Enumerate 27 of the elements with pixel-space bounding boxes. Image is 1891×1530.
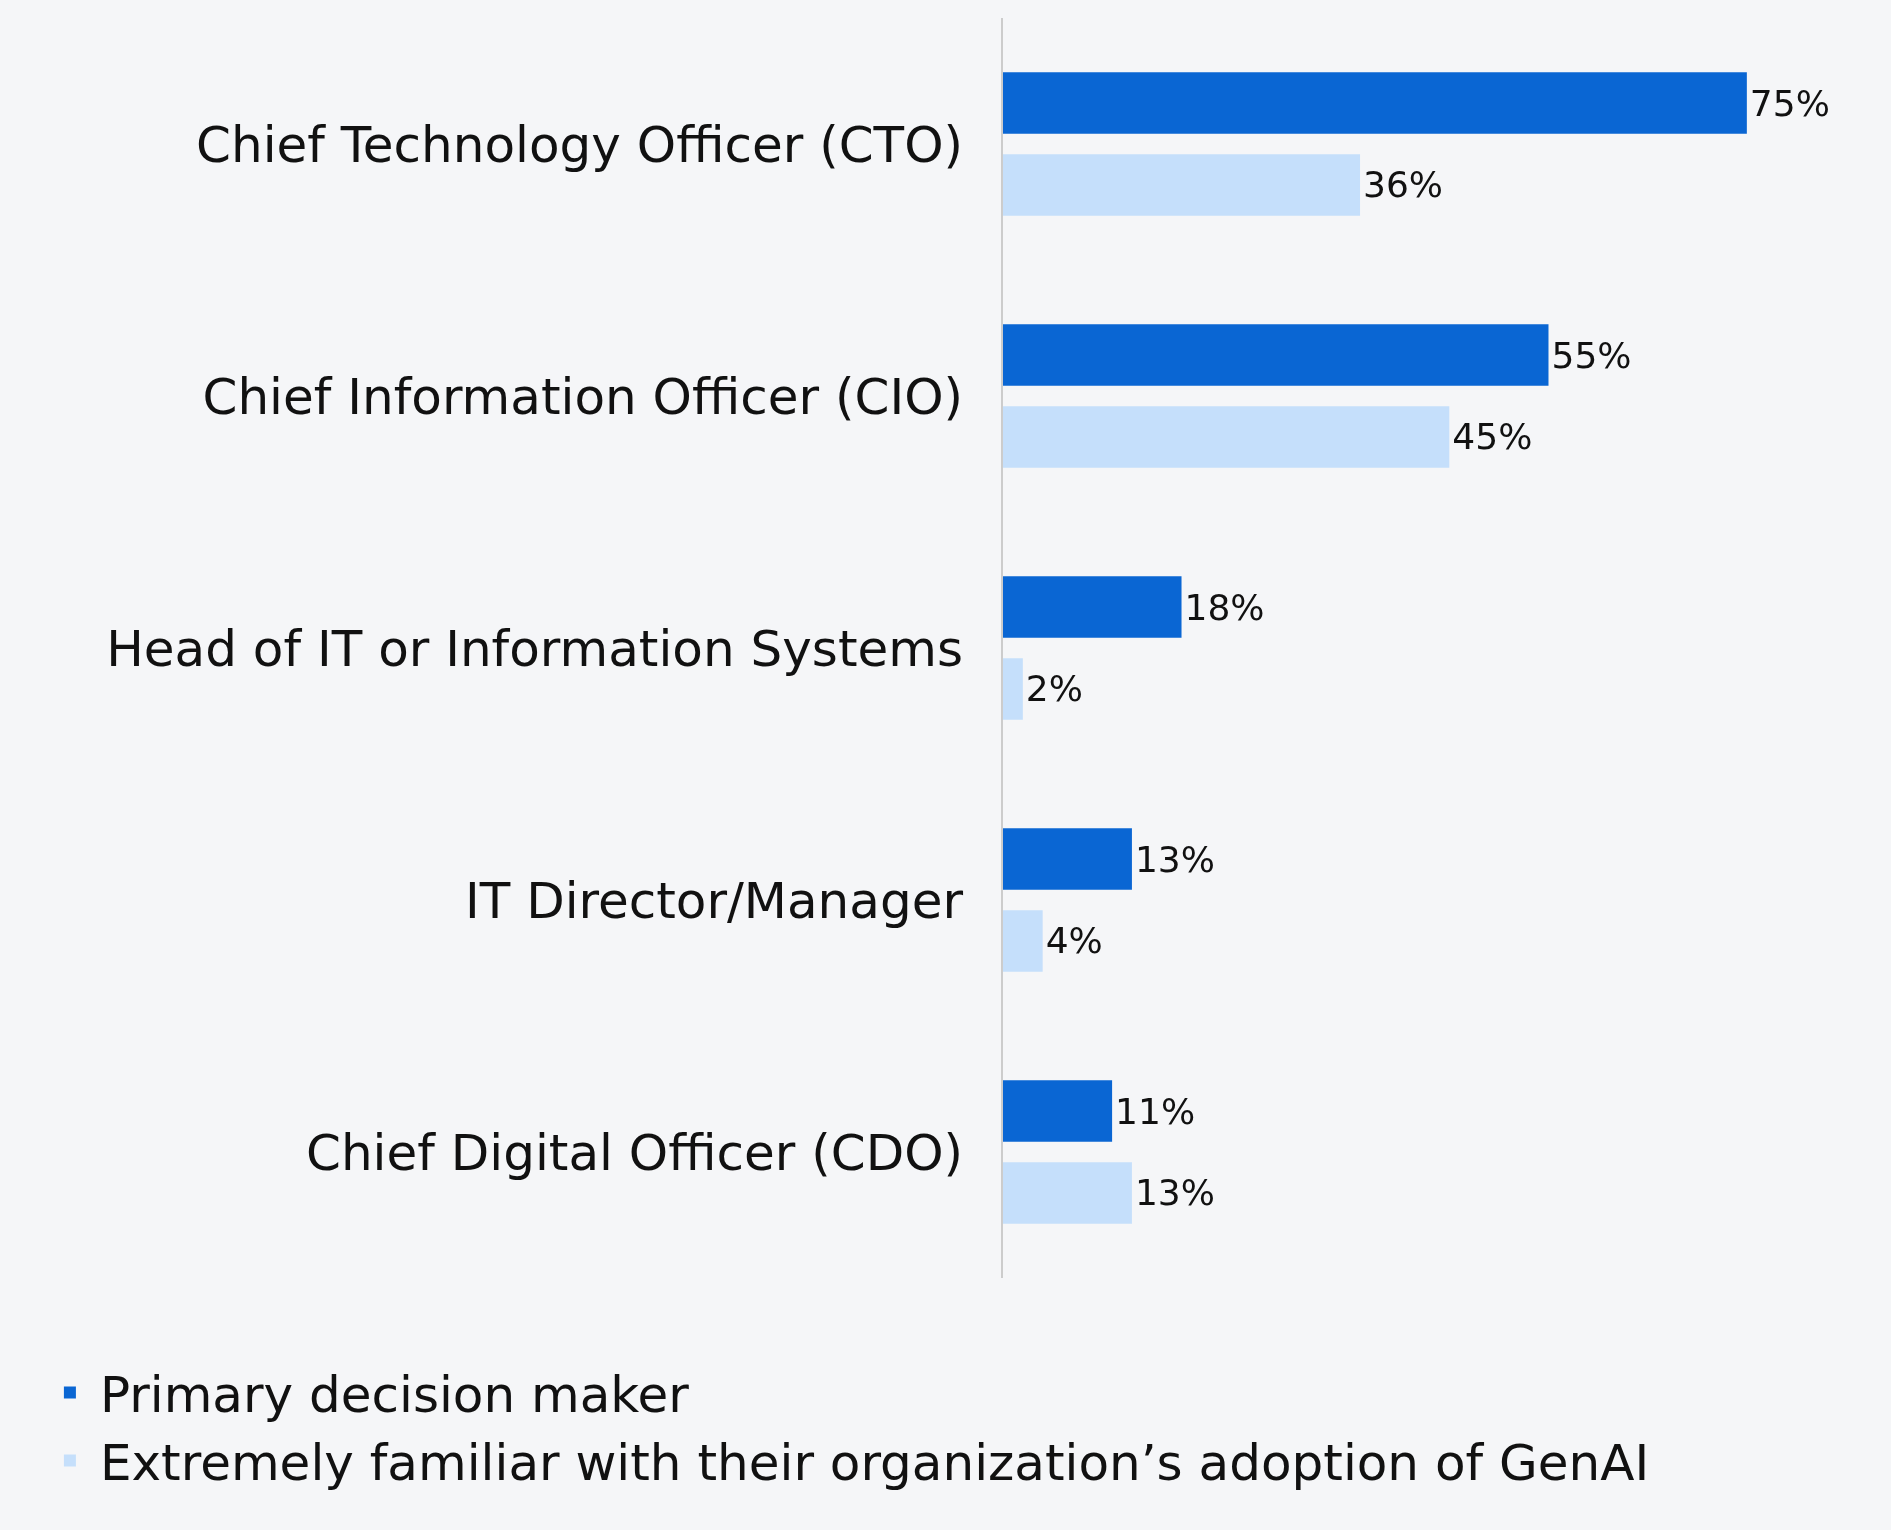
legend-label: Extremely familiar with their organization’s adoption of GenAI	[99, 1434, 1650, 1493]
data-label: 13%	[1134, 1172, 1215, 1214]
y-tick-label: IT Director/Manager	[464, 871, 964, 930]
bar	[1003, 658, 1023, 720]
bar	[1003, 828, 1132, 890]
data-label: 75%	[1749, 82, 1830, 124]
data-label: 11%	[1115, 1090, 1196, 1132]
bar	[1003, 1162, 1132, 1224]
y-tick-label: Chief Digital Officer (CDO)	[306, 1123, 963, 1182]
data-label: 45%	[1452, 416, 1533, 458]
y-tick-label: Chief Information Officer (CIO)	[202, 367, 963, 426]
bar	[1003, 154, 1361, 216]
bar	[1003, 406, 1450, 468]
data-label: 55%	[1551, 334, 1632, 376]
legend-label: Primary decision maker	[99, 1366, 690, 1425]
bar	[1003, 910, 1043, 972]
data-label: 4%	[1045, 920, 1103, 962]
data-label: 2%	[1025, 668, 1083, 710]
y-tick-label: Head of IT or Information Systems	[106, 619, 963, 678]
data-label: 18%	[1184, 586, 1265, 628]
bar	[1003, 1080, 1113, 1142]
bar	[1003, 576, 1182, 638]
data-label: 13%	[1134, 838, 1215, 880]
bar	[1003, 324, 1549, 386]
bar	[1003, 72, 1747, 134]
y-tick-label: Chief Technology Officer (CTO)	[196, 115, 963, 174]
data-label: 36%	[1363, 164, 1444, 206]
